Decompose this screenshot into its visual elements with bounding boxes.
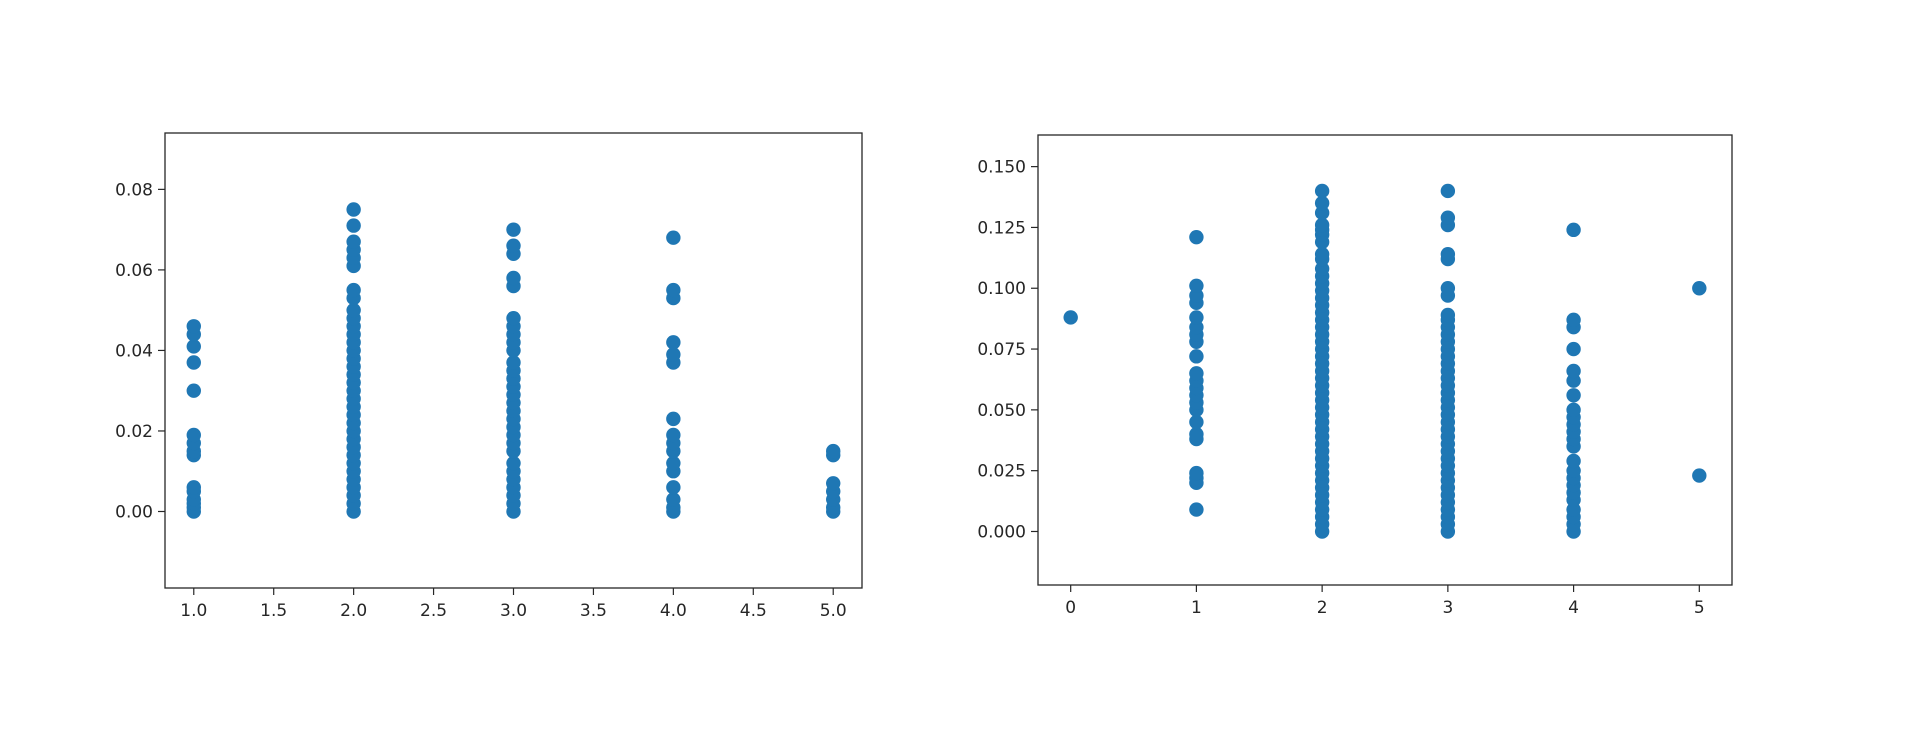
left-points: [186, 202, 841, 519]
x-tick-label: 4.0: [660, 601, 687, 621]
scatter-point: [186, 383, 201, 398]
scatter-point: [1566, 341, 1581, 357]
scatter-point: [186, 339, 201, 354]
scatter-point: [1314, 217, 1330, 233]
scatter-point: [666, 230, 681, 245]
scatter-point: [666, 282, 681, 298]
x-tick-label: 1.0: [180, 601, 207, 621]
scatter-point: [1692, 281, 1707, 296]
right-points: [1063, 183, 1707, 539]
scatter-point: [666, 411, 681, 427]
scatter-point: [1440, 210, 1456, 225]
scatter-point: [1692, 468, 1707, 483]
y-tick-label: 0.025: [977, 462, 1026, 482]
scatter-point: [506, 222, 521, 237]
right-y-axis: 0.000 0.025 0.050 0.075 0.100 0.125 0.150: [977, 158, 1038, 542]
x-tick-label: 0: [1065, 598, 1076, 618]
scatter-point: [1189, 465, 1204, 481]
x-tick-label: 3.0: [500, 601, 527, 621]
scatter-point: [186, 319, 201, 334]
y-tick-label: 0.000: [977, 522, 1026, 542]
y-tick-label: 0.125: [977, 218, 1026, 238]
scatter-point: [1189, 349, 1204, 364]
x-tick-label: 3: [1442, 598, 1453, 618]
y-tick-label: 0.150: [977, 158, 1026, 178]
scatter-point: [666, 480, 681, 495]
scatter-point: [346, 302, 361, 318]
scatter-point: [1314, 183, 1330, 199]
y-tick-label: 0.06: [115, 261, 153, 281]
scatter-point: [666, 335, 681, 350]
x-tick-label: 5.0: [820, 601, 847, 621]
y-tick-label: 0.100: [977, 279, 1026, 299]
scatter-point: [1566, 363, 1581, 379]
scatter-point: [666, 347, 681, 362]
scatter-point: [1063, 310, 1078, 325]
y-tick-label: 0.02: [115, 422, 153, 442]
scatter-point: [186, 427, 201, 443]
scatter-point: [1566, 388, 1581, 403]
y-tick-label: 0.050: [977, 401, 1026, 421]
right-x-axis: 0 1 2 3 4 5: [1065, 585, 1705, 618]
scatter-point: [1189, 414, 1204, 430]
scatter-point: [666, 427, 681, 443]
x-tick-label: 2.5: [420, 601, 447, 621]
scatter-point: [506, 311, 521, 326]
scatter-point: [346, 282, 361, 298]
scatter-point: [506, 355, 521, 370]
scatter-point: [1440, 183, 1456, 199]
left-x-axis: 1.0 1.5 2.0 2.5 3.0 3.5 4.0 4.5 5.0: [180, 588, 847, 621]
right-scatter-plot: 0 1 2 3 4 5 0.000 0.025 0.050 0.075 0.100 0.125 0.15…: [977, 134, 1733, 618]
scatter-point: [1314, 195, 1330, 211]
scatter-point: [1314, 246, 1330, 262]
scatter-point: [1566, 453, 1581, 469]
scatter-point: [1440, 246, 1456, 262]
x-tick-label: 1.5: [260, 601, 287, 621]
scatter-point: [506, 270, 521, 286]
scatter-point: [1440, 307, 1456, 323]
scatter-point: [826, 443, 841, 459]
left-y-axis: 0.00 0.02 0.04 0.06 0.08: [115, 180, 165, 522]
scatter-point: [346, 202, 361, 217]
scatter-point: [186, 480, 201, 495]
y-tick-label: 0.04: [115, 341, 153, 361]
y-tick-label: 0.075: [977, 340, 1026, 360]
x-tick-label: 2: [1317, 598, 1328, 618]
scatter-point: [1440, 281, 1456, 296]
scatter-point: [1189, 278, 1204, 294]
scatter-point: [1189, 502, 1204, 517]
scatter-point: [1189, 229, 1204, 245]
x-tick-label: 5: [1694, 598, 1705, 618]
x-tick-label: 3.5: [580, 601, 607, 621]
scatter-point: [666, 455, 681, 471]
x-tick-label: 1: [1191, 598, 1202, 618]
y-tick-label: 0.00: [115, 502, 153, 522]
scatter-point: [666, 492, 681, 507]
right-axes-frame: [1037, 134, 1733, 586]
scatter-point: [506, 455, 521, 471]
x-tick-label: 4.5: [740, 601, 767, 621]
scatter-point: [346, 218, 361, 233]
scatter-point: [1566, 312, 1581, 328]
scatter-point: [1189, 310, 1204, 325]
scatter-point: [826, 476, 841, 491]
scatter-point: [346, 234, 361, 249]
scatter-point: [506, 238, 521, 253]
scatter-point: [1189, 366, 1204, 381]
x-tick-label: 4: [1568, 598, 1579, 618]
scatter-point: [1566, 222, 1581, 238]
x-tick-label: 2.0: [340, 601, 367, 621]
y-tick-label: 0.08: [115, 180, 153, 200]
scatter-point: [1566, 402, 1581, 418]
scatter-point: [186, 355, 201, 370]
left-scatter-plot: 1.0 1.5 2.0 2.5 3.0 3.5 4.0 4.5 5.00.000.020.040…: [115, 132, 863, 621]
scatter-point: [1189, 426, 1204, 442]
